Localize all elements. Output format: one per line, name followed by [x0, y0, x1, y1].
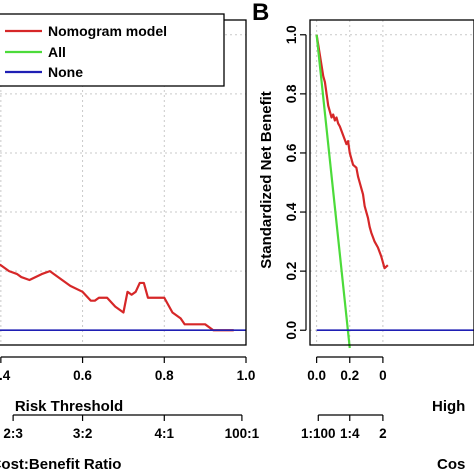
panel-a-secondary-x-axis-label: Cost:Benefit Ratio — [0, 456, 121, 473]
a-secondary-x-tick-label: 2:3 — [3, 426, 23, 441]
a-secondary-x-tick-label: 3:2 — [73, 426, 93, 441]
legend-label-none: None — [48, 64, 83, 80]
panel-a-chart: 0.4 0.6 0.8 1.0 2:3 3:2 4:1 100:1 Risk Threshol… — [0, 13, 260, 473]
panel-b-gridlines — [310, 20, 474, 345]
b-series-nomogram-model — [315, 34, 389, 270]
panel-a-x-axis-label: Risk Threshold — [15, 398, 123, 415]
b-x-tick-label: 0.2 — [340, 368, 359, 383]
legend: Nomogram model All None — [0, 13, 225, 87]
a-x-tick-label: 0.8 — [155, 368, 174, 383]
b-secondary-x-tick-label: 1:100 — [301, 426, 336, 441]
a-secondary-x-tick-label: 100:1 — [225, 426, 260, 441]
b-y-tick-label: 0.4 — [284, 202, 299, 221]
panel-b-series — [315, 34, 474, 349]
a-x-tick-label: 1.0 — [237, 368, 256, 383]
b-series-all — [315, 34, 351, 349]
legend-box — [0, 13, 225, 87]
a-x-tick-label: 0.6 — [73, 368, 92, 383]
b-x-tick-label: 0 — [379, 368, 387, 383]
a-x-tick-label: 0.4 — [0, 368, 11, 383]
panel-b-secondary-x-axis-label: Cos — [437, 456, 465, 473]
legend-label-all: All — [48, 44, 66, 60]
a-secondary-x-tick-label: 4:1 — [155, 426, 175, 441]
panel-b-axes: 0.0 0.2 0 1:100 1:4 2 0.0 0.2 0.4 0.6 0.8 1.0 — [284, 19, 474, 441]
panel-b-letter: B — [252, 0, 269, 26]
b-plot-border — [309, 19, 474, 346]
b-x-tick-label: 0.0 — [307, 368, 326, 383]
b-y-tick-label: 0.0 — [284, 321, 299, 340]
panel-a-series — [0, 263, 246, 332]
a-series-nomogram-model — [0, 263, 234, 332]
panel-b-x-axis-label: High — [432, 398, 465, 415]
panel-b-y-axis-label: Standardized Net Benefit — [258, 91, 275, 269]
b-y-tick-label: 0.6 — [284, 143, 299, 162]
b-y-tick-label: 0.2 — [284, 262, 299, 281]
legend-label-nomogram: Nomogram model — [48, 23, 167, 39]
b-y-tick-label: 0.8 — [284, 84, 299, 103]
b-y-tick-label: 1.0 — [284, 25, 299, 44]
b-secondary-x-tick-label: 2 — [379, 426, 387, 441]
panel-b-chart: B 0.0 0.2 0 1:100 1:4 2 0.0 0.2 0.4 0.6 0.8 1.0 Sta… — [252, 0, 474, 473]
b-secondary-x-tick-label: 1:4 — [340, 426, 360, 441]
